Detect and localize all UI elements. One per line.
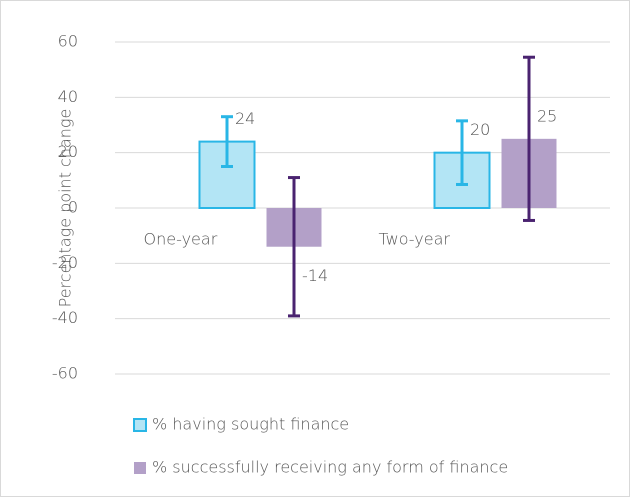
y-tick-label: -40 — [52, 308, 78, 327]
y-tick-label: -20 — [52, 253, 78, 272]
y-tick-label: 60 — [58, 32, 78, 51]
data-label: 20 — [470, 120, 490, 139]
x-tick-label: One-year — [144, 230, 218, 249]
y-tick-label: 0 — [68, 198, 78, 217]
y-tick-label: 20 — [58, 142, 78, 161]
error-bar — [288, 176, 300, 318]
data-label: -14 — [302, 266, 328, 285]
error-bar — [221, 115, 233, 168]
data-label: 25 — [537, 106, 557, 125]
error-bar — [523, 55, 535, 222]
y-axis-label: Percentage point change — [56, 109, 75, 308]
x-tick-label: Two-year — [379, 230, 451, 249]
error-bar — [456, 119, 468, 186]
y-tick-label: 40 — [58, 87, 78, 106]
data-label: 24 — [235, 109, 255, 128]
bar — [198, 140, 256, 210]
y-tick-label: -60 — [52, 364, 78, 383]
legend-label: % successfully receiving any form of fin… — [152, 458, 508, 477]
legend-swatch — [134, 462, 146, 474]
legend-label: % having sought finance — [152, 415, 349, 434]
legend-swatch — [133, 418, 147, 432]
